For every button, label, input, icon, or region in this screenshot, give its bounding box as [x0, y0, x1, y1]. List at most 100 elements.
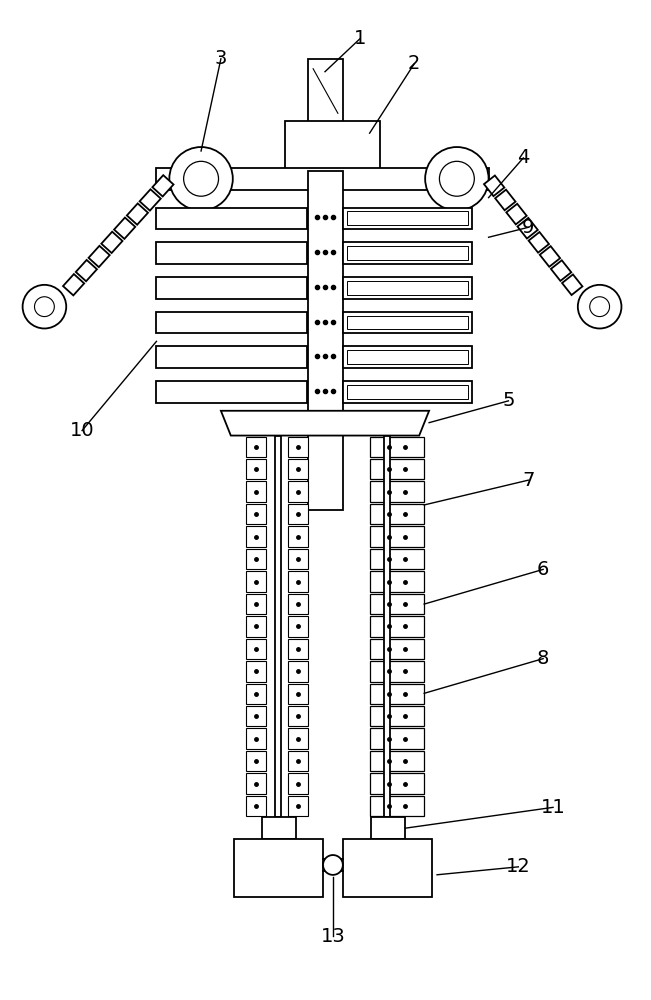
Bar [102, 232, 122, 253]
Text: 3: 3 [215, 49, 227, 68]
Bar [288, 796, 308, 816]
Bar [156, 168, 489, 190]
Bar [288, 504, 308, 524]
Circle shape [578, 285, 622, 328]
Bar [245, 504, 266, 524]
Bar [245, 616, 266, 637]
Polygon shape [221, 411, 429, 436]
Bar [506, 204, 527, 224]
Bar [495, 190, 516, 210]
Bar [245, 706, 266, 726]
Bar [288, 706, 308, 726]
Bar [288, 459, 308, 479]
Circle shape [184, 161, 219, 196]
Bar [370, 684, 424, 704]
Bar [156, 346, 307, 368]
Circle shape [169, 147, 233, 210]
Bar [343, 208, 472, 229]
Text: 12: 12 [506, 857, 531, 876]
Text: 2: 2 [408, 54, 421, 73]
Bar [370, 728, 424, 749]
Bar [275, 436, 281, 817]
Bar [370, 796, 424, 816]
Bar [156, 381, 307, 403]
Bar [245, 594, 266, 614]
Bar [245, 796, 266, 816]
Bar [262, 817, 296, 839]
Bar [245, 684, 266, 704]
Bar [288, 773, 308, 794]
Bar [551, 260, 572, 281]
Bar [370, 773, 424, 794]
Bar [288, 571, 308, 592]
Bar [370, 549, 424, 569]
Bar [288, 639, 308, 659]
Bar [76, 260, 97, 281]
Bar [370, 594, 424, 614]
Bar [156, 208, 307, 229]
Text: 1: 1 [353, 29, 366, 48]
Bar [156, 242, 307, 264]
Bar [385, 436, 391, 817]
Bar [343, 839, 432, 897]
Bar [370, 751, 424, 771]
Circle shape [23, 285, 66, 328]
Text: 11: 11 [541, 798, 566, 817]
Bar [288, 549, 308, 569]
Text: 9: 9 [522, 218, 534, 237]
Bar [370, 526, 424, 547]
Bar [245, 661, 266, 682]
Bar [156, 277, 307, 299]
Bar [139, 189, 161, 211]
Bar [285, 121, 380, 171]
Bar [347, 211, 468, 225]
Bar [343, 277, 472, 299]
Bar [288, 594, 308, 614]
Text: 13: 13 [320, 927, 345, 946]
Bar [343, 346, 472, 368]
Bar [245, 549, 266, 569]
Bar [518, 218, 538, 239]
Bar [63, 274, 84, 295]
Bar [370, 616, 424, 637]
Bar [89, 246, 110, 267]
Bar [288, 481, 308, 502]
Bar [288, 616, 308, 637]
Bar [127, 203, 148, 225]
Bar [156, 312, 307, 333]
Bar [370, 706, 424, 726]
Circle shape [590, 297, 609, 317]
Bar [370, 504, 424, 524]
Bar [288, 661, 308, 682]
Bar [152, 175, 174, 196]
Text: 6: 6 [537, 560, 549, 579]
Bar [484, 176, 505, 196]
Circle shape [323, 855, 343, 875]
Bar [288, 437, 308, 457]
Text: 10: 10 [70, 421, 94, 440]
Text: 7: 7 [522, 471, 534, 490]
Bar [370, 571, 424, 592]
Bar [343, 312, 472, 333]
Bar [308, 171, 343, 510]
Bar [288, 728, 308, 749]
Bar [343, 242, 472, 264]
Circle shape [35, 297, 54, 317]
Bar [114, 218, 135, 239]
Bar [347, 246, 468, 260]
Bar [370, 817, 406, 839]
Bar [288, 751, 308, 771]
Bar [245, 481, 266, 502]
Circle shape [425, 147, 489, 210]
Text: 5: 5 [502, 391, 515, 410]
Circle shape [439, 161, 475, 196]
Bar [347, 316, 468, 329]
Bar [245, 751, 266, 771]
Bar [370, 459, 424, 479]
Bar [347, 281, 468, 295]
Bar [288, 684, 308, 704]
Bar [245, 571, 266, 592]
Bar [245, 773, 266, 794]
Text: 8: 8 [537, 649, 549, 668]
Bar [562, 274, 583, 295]
